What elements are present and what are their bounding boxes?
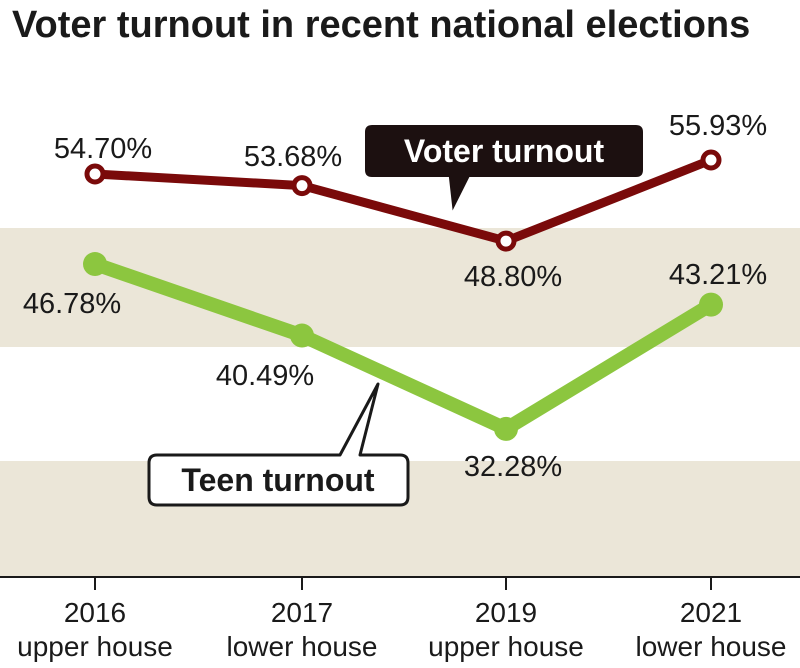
legend-callout-voter-turnout: Voter turnout bbox=[363, 123, 645, 218]
data-point-teen-turnout bbox=[699, 292, 723, 317]
data-point-voter-turnout bbox=[495, 230, 517, 252]
x-tick-sublabel: upper house bbox=[17, 631, 173, 662]
data-point-voter-turnout bbox=[291, 175, 313, 197]
data-point-voter-turnout bbox=[84, 163, 106, 185]
data-point-voter-turnout bbox=[700, 149, 722, 171]
x-tick-sublabel: lower house bbox=[227, 631, 378, 662]
series-line-voter-turnout bbox=[94, 155, 713, 246]
x-tick-label: 2017 bbox=[271, 597, 333, 628]
data-point-teen-turnout bbox=[494, 416, 518, 441]
x-tick-label: 2019 bbox=[475, 597, 537, 628]
x-tick-sublabel: upper house bbox=[428, 631, 584, 662]
data-label-voter-turnout: 48.80% bbox=[464, 261, 562, 293]
series-line-teen-turnout bbox=[88, 257, 718, 436]
data-label-voter-turnout: 55.93% bbox=[669, 110, 767, 142]
callout-box bbox=[363, 123, 645, 218]
chart-title: Voter turnout in recent national electio… bbox=[12, 4, 751, 46]
data-point-teen-turnout bbox=[83, 252, 107, 277]
legend-callouts: Voter turnout Teen turnout bbox=[147, 123, 645, 507]
legend-callout-teen-turnout: Teen turnout bbox=[147, 382, 410, 507]
callout-box bbox=[147, 382, 410, 507]
data-label-teen-turnout: 43.21% bbox=[669, 259, 767, 291]
callout-label: Teen turnout bbox=[181, 462, 375, 498]
data-label-teen-turnout: 32.28% bbox=[464, 451, 562, 483]
value-labels: 54.70% 53.68% 48.80% 55.93% 46.78% 40.49% 32.2… bbox=[23, 110, 767, 483]
data-label-voter-turnout: 53.68% bbox=[244, 141, 342, 173]
data-point-teen-turnout bbox=[290, 323, 314, 348]
data-label-teen-turnout: 46.78% bbox=[23, 288, 121, 320]
x-tick-label: 2021 bbox=[680, 597, 742, 628]
x-tick-label: 2016 bbox=[64, 597, 126, 628]
background-bands bbox=[0, 228, 800, 577]
x-tick-sublabel: lower house bbox=[636, 631, 787, 662]
series-layer bbox=[83, 149, 723, 441]
callout-label: Voter turnout bbox=[404, 133, 605, 169]
data-label-voter-turnout: 54.70% bbox=[54, 133, 152, 165]
data-label-teen-turnout: 40.49% bbox=[216, 360, 314, 392]
